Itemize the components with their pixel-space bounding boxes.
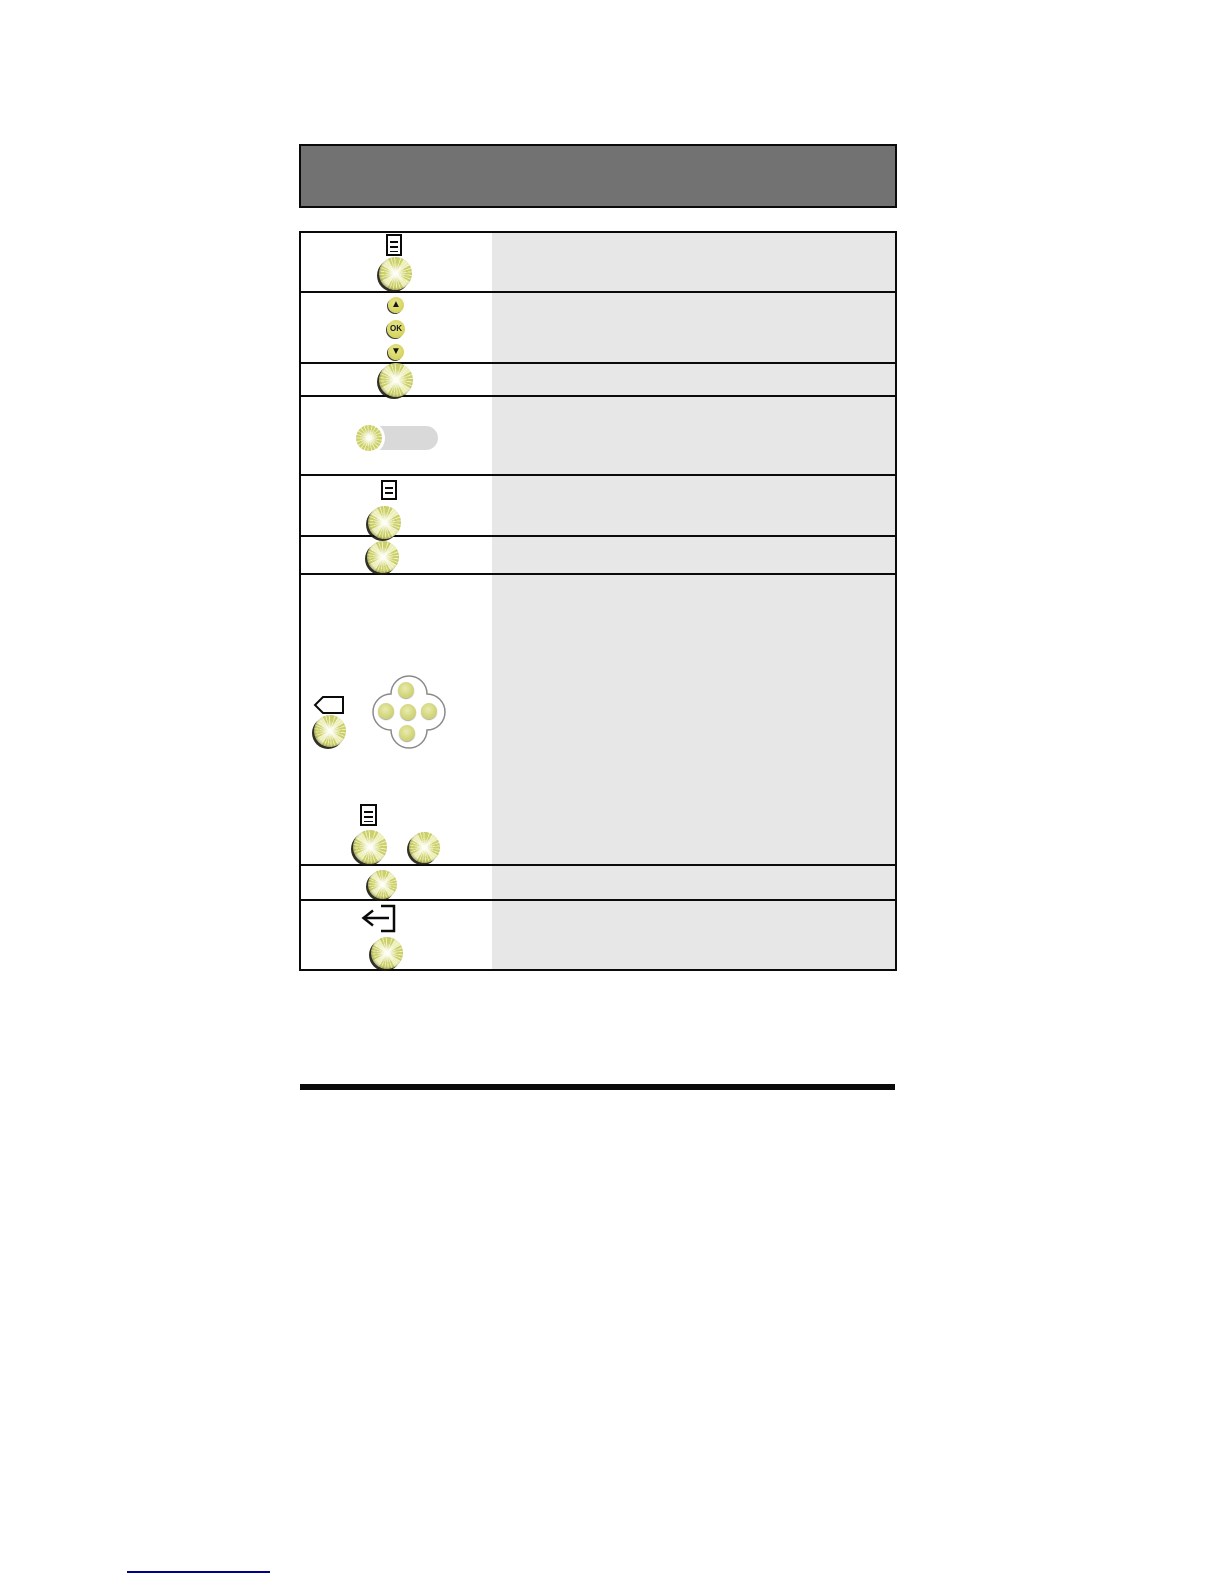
nav-down-button-icon bbox=[399, 725, 415, 741]
table-row bbox=[301, 397, 895, 476]
controls-table: ▲ OK ▼ bbox=[299, 231, 897, 971]
footer-divider bbox=[300, 1084, 895, 1090]
table-cell-description bbox=[492, 233, 895, 291]
table-row bbox=[301, 575, 895, 866]
table-cell-description bbox=[492, 866, 895, 899]
navigation-pad-icon bbox=[369, 672, 449, 752]
dial-button-icon bbox=[368, 870, 397, 899]
dial-button-icon bbox=[379, 257, 412, 290]
ok-button-label: OK bbox=[390, 324, 402, 333]
footer-link-underline[interactable] bbox=[127, 1571, 270, 1573]
up-arrow-button-icon: ▲ bbox=[388, 297, 404, 313]
table-cell-description bbox=[492, 575, 895, 864]
table-cell-description bbox=[492, 293, 895, 362]
table-cell-description bbox=[492, 476, 895, 535]
up-arrow-glyph: ▲ bbox=[391, 299, 401, 310]
table-cell-control bbox=[301, 575, 492, 864]
dial-button-icon bbox=[368, 506, 401, 539]
table-row bbox=[301, 866, 895, 901]
table-cell-description bbox=[492, 397, 895, 474]
table-cell-description bbox=[492, 901, 895, 969]
slider-control-icon bbox=[356, 425, 382, 451]
nav-center-button-icon bbox=[400, 704, 416, 720]
table-row bbox=[301, 537, 895, 575]
exit-icon bbox=[358, 903, 398, 938]
table-row: ▲ OK ▼ bbox=[301, 293, 895, 364]
table-cell-control bbox=[301, 233, 492, 291]
nav-right-button-icon bbox=[421, 703, 437, 719]
table-cell-description bbox=[492, 537, 895, 573]
dial-button-icon bbox=[314, 715, 346, 747]
table-cell-control bbox=[301, 397, 492, 474]
table-cell-control bbox=[301, 901, 492, 969]
nav-up-button-icon bbox=[398, 682, 414, 698]
table-row bbox=[301, 233, 895, 293]
down-arrow-button-icon: ▼ bbox=[388, 344, 404, 360]
table-row bbox=[301, 901, 895, 969]
table-cell-control bbox=[301, 537, 492, 573]
dial-button-icon bbox=[353, 830, 387, 864]
down-arrow-glyph: ▼ bbox=[391, 346, 401, 357]
dial-button-icon bbox=[379, 363, 413, 397]
dial-button-icon bbox=[367, 541, 399, 573]
table-cell-control bbox=[301, 363, 492, 397]
table-cell-control: ▲ OK ▼ bbox=[301, 293, 492, 362]
table-row bbox=[301, 476, 895, 539]
back-arrow-icon bbox=[313, 695, 345, 720]
table-cell-control bbox=[301, 866, 492, 899]
section-header-bar bbox=[299, 144, 897, 208]
dial-button-icon bbox=[371, 937, 403, 969]
menu-list-icon bbox=[360, 804, 377, 826]
ok-button-icon: OK bbox=[387, 320, 405, 338]
table-cell-description bbox=[492, 364, 895, 395]
dial-button-icon bbox=[409, 832, 440, 863]
table-row bbox=[301, 363, 895, 397]
menu-list-icon bbox=[386, 234, 402, 256]
menu-list-icon bbox=[381, 480, 397, 500]
nav-left-button-icon bbox=[378, 703, 394, 719]
table-cell-control bbox=[301, 476, 492, 539]
